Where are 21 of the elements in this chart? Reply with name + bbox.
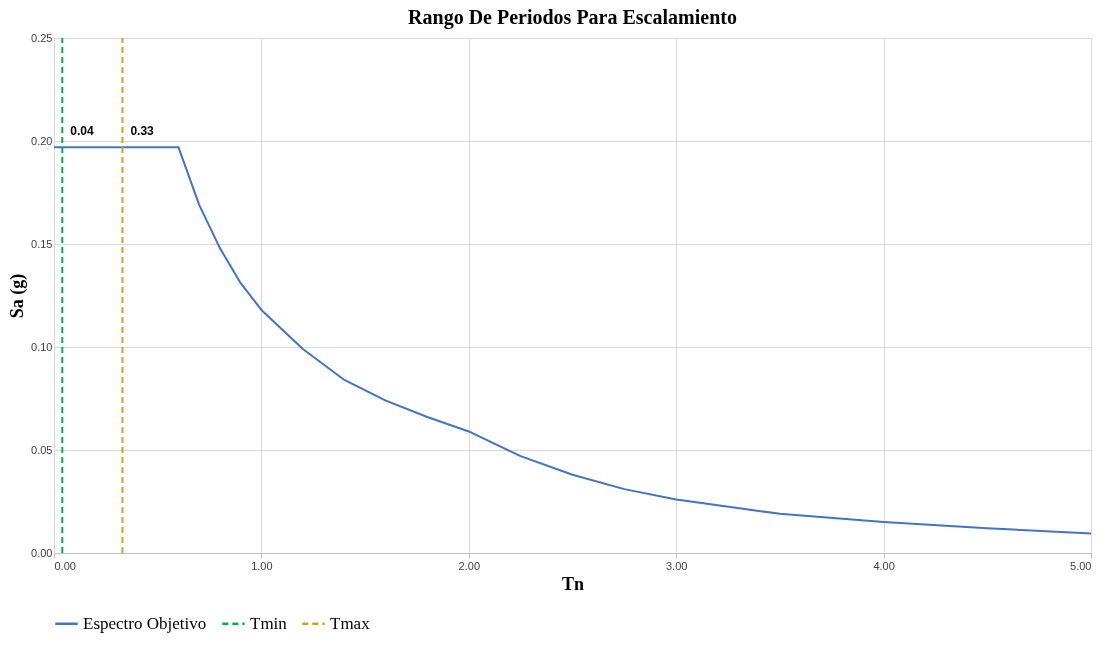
x-tick-label: 2.00 — [458, 559, 481, 572]
x-tick-label: 0.00 — [54, 559, 76, 572]
x-tick-label: 3.00 — [665, 559, 688, 572]
y-tick-label: 0.25 — [31, 31, 53, 44]
annotation: 0.33 — [130, 123, 155, 138]
y-tick-label: 0.05 — [31, 443, 53, 456]
legend-label: Espectro Objetivo — [83, 613, 207, 633]
y-tick-label: 0.15 — [31, 237, 53, 250]
legend-label: Tmin — [250, 613, 288, 633]
x-tick-label: 5.00 — [1070, 559, 1092, 572]
annotation: 0.04 — [70, 123, 94, 138]
line-series — [53, 146, 1092, 535]
legend-label: Tmax — [330, 613, 371, 633]
y-axis-title: Sa (g) — [7, 273, 29, 319]
y-tick-label: 0.10 — [31, 340, 53, 353]
x-axis-title: Tn — [561, 573, 585, 594]
y-tick-label: 0.00 — [31, 546, 53, 559]
chart-title: Rango De Periodos Para Escalamiento — [408, 6, 737, 29]
x-tick-label: 1.00 — [251, 559, 273, 572]
x-tick-label: 4.00 — [873, 559, 895, 572]
y-tick-label: 0.20 — [31, 134, 53, 147]
